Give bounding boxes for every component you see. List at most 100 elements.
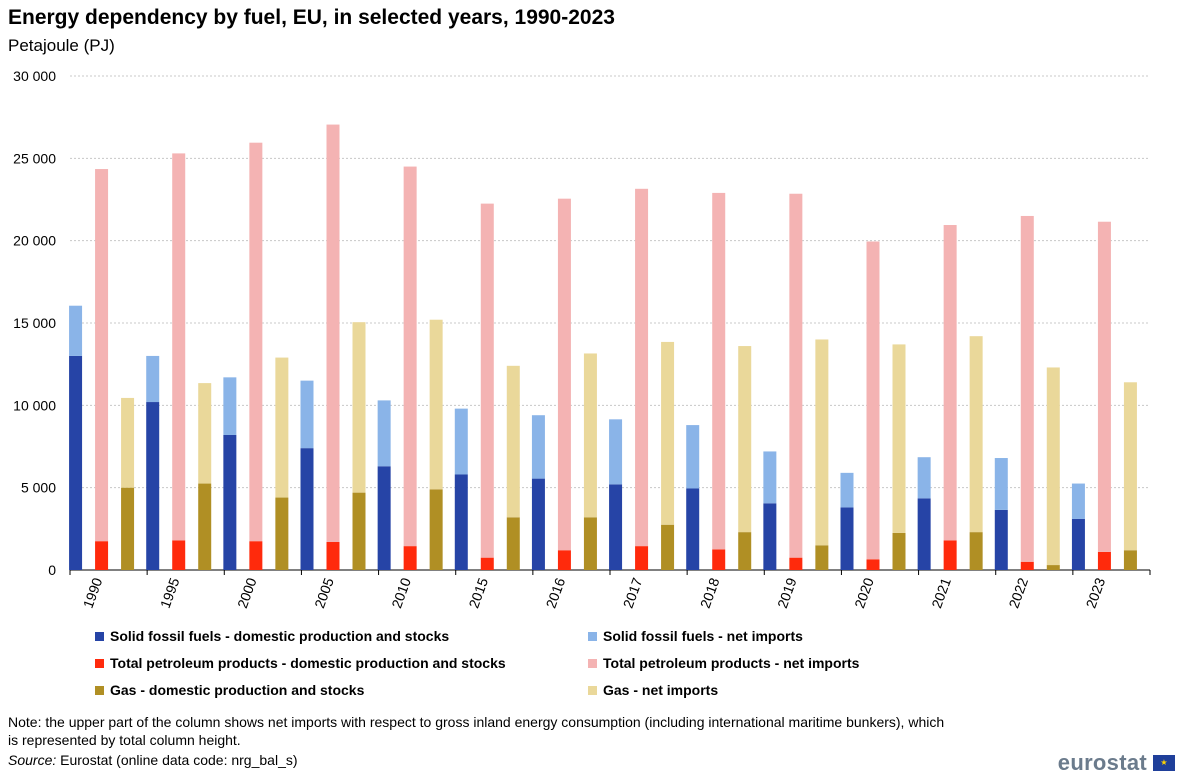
bar-gas-domestic <box>892 532 906 570</box>
bar-solid-fossil-fuels-imports <box>609 419 623 485</box>
x-tick-label: 2023 <box>1083 575 1109 610</box>
bar-total-petroleum-products-domestic <box>480 557 494 570</box>
bar-solid-fossil-fuels-imports <box>69 305 83 356</box>
bar-gas-imports <box>1046 367 1060 566</box>
bar-solid-fossil-fuels-domestic <box>223 434 237 570</box>
x-tick-label: 1990 <box>80 575 106 610</box>
bar-total-petroleum-products-imports <box>249 142 263 542</box>
bar-gas-domestic <box>1046 565 1060 570</box>
bar-total-petroleum-products-domestic <box>943 540 957 570</box>
bar-solid-fossil-fuels-domestic <box>609 484 623 570</box>
x-tick-label: 2017 <box>620 575 646 610</box>
bar-total-petroleum-products-domestic <box>1097 551 1111 570</box>
bar-solid-fossil-fuels-imports <box>763 451 777 504</box>
x-tick-label: 2005 <box>311 575 337 610</box>
bar-solid-fossil-fuels-domestic <box>1071 518 1085 570</box>
bar-solid-fossil-fuels-imports <box>223 377 237 435</box>
legend-label: Total petroleum products - domestic prod… <box>110 655 506 671</box>
bar-total-petroleum-products-imports <box>326 124 340 543</box>
bar-solid-fossil-fuels-imports <box>146 355 160 403</box>
bar-solid-fossil-fuels-domestic <box>377 466 391 570</box>
y-tick-label: 30 000 <box>13 68 56 84</box>
bar-total-petroleum-products-imports <box>943 225 957 541</box>
bar-gas-imports <box>583 353 597 518</box>
legend-label: Gas - net imports <box>603 682 719 698</box>
source-text: Eurostat (online data code: nrg_bal_s) <box>56 752 298 768</box>
bar-gas-imports <box>738 346 752 533</box>
bar-total-petroleum-products-imports <box>95 169 109 542</box>
chart-source: Source: Eurostat (online data code: nrg_… <box>8 752 298 768</box>
bar-total-petroleum-products-domestic <box>403 546 417 570</box>
bar-solid-fossil-fuels-imports <box>454 408 468 475</box>
chart-subtitle: Petajoule (PJ) <box>8 36 115 55</box>
bar-gas-imports <box>661 341 675 525</box>
bar-total-petroleum-products-imports <box>1097 221 1111 552</box>
bar-total-petroleum-products-domestic <box>635 546 649 570</box>
bar-total-petroleum-products-imports <box>635 188 649 547</box>
bar-gas-domestic <box>583 517 597 570</box>
x-tick-label: 2015 <box>465 575 491 610</box>
legend-item-solid-domestic: Solid fossil fuels - domestic production… <box>95 628 449 644</box>
legend-swatch <box>95 685 104 695</box>
bar-solid-fossil-fuels-domestic <box>917 498 931 570</box>
bar-solid-fossil-fuels-imports <box>994 458 1008 510</box>
bar-total-petroleum-products-domestic <box>866 559 880 570</box>
bar-gas-domestic <box>429 489 443 570</box>
bar-solid-fossil-fuels-domestic <box>840 507 854 570</box>
legend-item-gas-imports: Gas - net imports <box>588 682 718 698</box>
bar-gas-imports <box>969 336 983 533</box>
source-label: Source: <box>8 752 57 768</box>
bar-solid-fossil-fuels-imports <box>686 425 700 489</box>
x-tick-label: 2010 <box>388 575 414 610</box>
bar-gas-domestic <box>121 487 135 570</box>
bar-total-petroleum-products-imports <box>403 166 417 547</box>
logo-text: eurostat <box>1057 750 1147 775</box>
bar-solid-fossil-fuels-domestic <box>146 402 160 570</box>
x-tick-label: 2000 <box>234 575 260 610</box>
bar-total-petroleum-products-domestic <box>326 542 340 570</box>
legend-item-petroleum-imports: Total petroleum products - net imports <box>588 655 859 671</box>
bar-solid-fossil-fuels-imports <box>840 472 854 508</box>
bar-gas-domestic <box>738 532 752 570</box>
chart-title: Energy dependency by fuel, EU, in select… <box>8 6 615 29</box>
legend-item-gas-domestic: Gas - domestic production and stocks <box>95 682 364 698</box>
legend-label: Solid fossil fuels - domestic production… <box>110 628 450 644</box>
y-tick-label: 15 000 <box>13 315 56 331</box>
bar-gas-imports <box>198 383 212 484</box>
y-tick-label: 5 000 <box>21 480 56 496</box>
legend-swatch <box>95 658 104 668</box>
bar-total-petroleum-products-domestic <box>1020 561 1034 570</box>
bar-total-petroleum-products-imports <box>789 193 803 558</box>
legend-swatch <box>588 631 597 641</box>
legend-label: Solid fossil fuels - net imports <box>603 628 803 644</box>
bar-gas-imports <box>1123 382 1137 551</box>
bar-gas-domestic <box>815 545 829 570</box>
bar-total-petroleum-products-domestic <box>95 541 109 570</box>
bar-solid-fossil-fuels-imports <box>531 415 545 479</box>
x-tick-label: 2021 <box>928 575 954 610</box>
legend-label: Gas - domestic production and stocks <box>110 682 365 698</box>
bar-gas-domestic <box>1123 550 1137 570</box>
y-tick-label: 0 <box>48 562 56 578</box>
bar-total-petroleum-products-imports <box>480 203 494 558</box>
x-tick-label: 2016 <box>543 575 569 610</box>
legend-item-solid-imports: Solid fossil fuels - net imports <box>588 628 803 644</box>
x-tick-label: 2020 <box>851 575 877 610</box>
bar-solid-fossil-fuels-imports <box>377 400 391 467</box>
bar-total-petroleum-products-imports <box>557 198 571 551</box>
bar-gas-domestic <box>352 492 366 570</box>
bar-solid-fossil-fuels-domestic <box>531 478 545 570</box>
bar-solid-fossil-fuels-domestic <box>300 448 314 570</box>
x-tick-label: 2018 <box>697 575 723 610</box>
bar-gas-imports <box>506 365 520 518</box>
y-tick-label: 25 000 <box>13 150 56 166</box>
bar-gas-imports <box>275 357 289 498</box>
bar-gas-domestic <box>506 517 520 570</box>
bar-solid-fossil-fuels-domestic <box>69 355 83 570</box>
bar-total-petroleum-products-imports <box>1020 215 1034 562</box>
bar-solid-fossil-fuels-domestic <box>994 509 1008 570</box>
bar-total-petroleum-products-domestic <box>249 541 263 570</box>
bar-solid-fossil-fuels-imports <box>917 457 931 499</box>
bar-gas-imports <box>121 397 135 488</box>
bar-gas-domestic <box>275 497 289 570</box>
